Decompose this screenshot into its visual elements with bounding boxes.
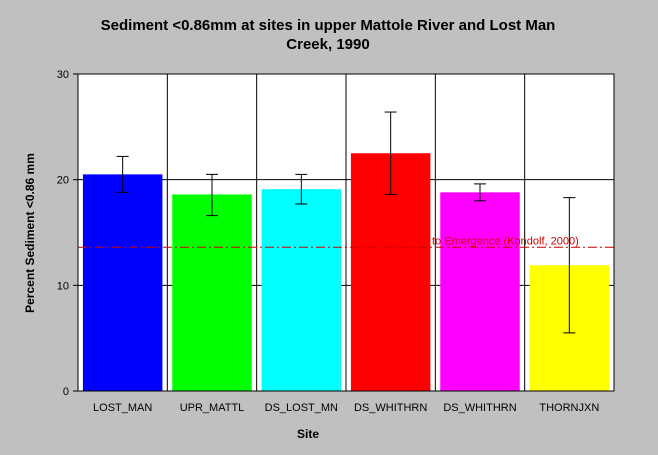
error-bar-5 [474,183,486,202]
x-tick-label: LOST_MAN [93,402,152,414]
error-bar-3 [295,173,308,205]
x-tick-label: DS_WHITHRN [443,402,516,414]
bar-1 [82,174,163,391]
y-tick-label: 30 [57,69,69,81]
error-bar-4 [384,111,397,195]
bar-3 [261,189,342,391]
bar-2 [172,194,252,391]
error-bar-2 [206,173,218,217]
x-tick-label: DS_LOST_MN [265,402,338,414]
chart-title-line1: Sediment <0.86mm at sites in upper Matto… [101,17,556,34]
y-tick-label: 20 [57,175,69,187]
x-axis-title: Site [297,427,319,441]
y-axis-title: Percent Sediment <0.86 mm [23,153,37,313]
error-bar-1 [116,155,129,193]
error-bar-6 [563,197,576,334]
chart-title-line2: Creek, 1990 [286,36,369,53]
plot-border [77,73,615,392]
y-tick-label: 10 [57,280,69,292]
reference-line-label: to Emergence (Kondolf, 2000) [432,235,579,247]
x-tick-label: DS_WHITHRN [354,402,427,414]
bar-5 [440,192,520,391]
y-tick-label: 0 [63,386,69,398]
x-tick-label: UPR_MATTL [180,402,245,414]
x-tick-label: THORNJXN [539,402,599,414]
